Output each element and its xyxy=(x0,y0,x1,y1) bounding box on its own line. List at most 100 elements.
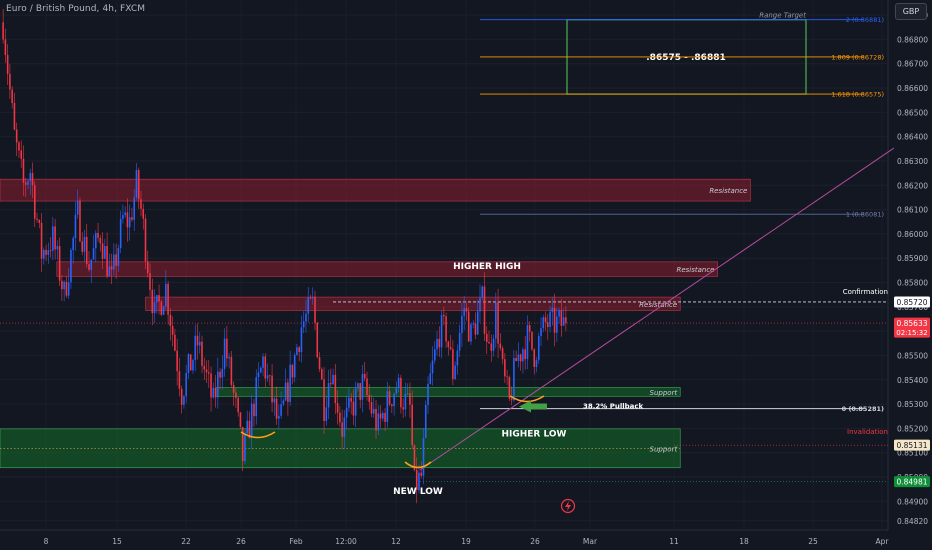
currency-button[interactable]: GBP xyxy=(895,3,927,20)
candle-body xyxy=(372,408,375,414)
candle-body xyxy=(465,308,468,312)
zone-label: Resistance xyxy=(639,301,677,309)
y-tick-label: 0.84900 xyxy=(897,497,928,506)
candle-body xyxy=(427,383,429,405)
candle-body xyxy=(513,358,515,401)
fib-level-label: 2 (0.86881) xyxy=(846,16,884,24)
candle-body xyxy=(526,325,529,360)
candle-body xyxy=(99,237,102,244)
candle-body xyxy=(463,308,465,316)
candle-body xyxy=(207,372,210,374)
invalidation-label: Invalidation xyxy=(847,428,888,436)
candle-body xyxy=(556,316,558,333)
candle-body xyxy=(504,359,506,377)
candle-body xyxy=(210,373,212,398)
x-tick-label: 11 xyxy=(669,537,679,546)
candle-body xyxy=(250,403,253,439)
candle-body xyxy=(391,404,393,407)
range-target-value: .86575 - .86881 xyxy=(646,53,725,63)
candle-body xyxy=(332,374,334,385)
candle-body xyxy=(443,314,445,317)
candle-body xyxy=(445,316,447,342)
price-axis-label-bg xyxy=(894,317,930,338)
x-tick-label: Mar xyxy=(583,537,598,546)
y-tick-label: 0.86100 xyxy=(897,206,928,215)
candle-body xyxy=(551,307,554,312)
y-tick-label: 0.86000 xyxy=(897,230,928,239)
candle-body xyxy=(18,142,20,151)
candle-body xyxy=(510,398,513,401)
price-axis-label: 0.85720 xyxy=(896,298,927,307)
candle-body xyxy=(284,382,287,401)
candle-body xyxy=(135,170,138,198)
candle-body xyxy=(492,338,495,351)
candle-body xyxy=(431,360,434,374)
candle-body xyxy=(151,289,154,314)
candle-body xyxy=(117,248,120,266)
candle-body xyxy=(15,129,18,143)
candle-body xyxy=(70,250,72,283)
candle-body xyxy=(196,335,199,346)
candle-body xyxy=(90,259,93,270)
candle-body xyxy=(449,347,452,350)
candle-body xyxy=(438,338,441,348)
resistance-zone[interactable] xyxy=(0,178,751,202)
candle-body xyxy=(352,401,355,416)
candle-body xyxy=(52,226,54,251)
candle-body xyxy=(508,377,511,399)
candle-body xyxy=(336,403,339,413)
x-tick-label: 26 xyxy=(530,537,540,546)
candle-body xyxy=(110,266,113,270)
lightning-icon[interactable] xyxy=(560,498,576,514)
candle-body xyxy=(330,383,332,385)
y-tick-label: 0.86600 xyxy=(897,84,928,93)
candle-body xyxy=(113,254,115,270)
candle-body xyxy=(58,246,61,281)
symbol-title[interactable]: Euro / British Pound, 4h, FXCM xyxy=(6,4,146,14)
candle-body xyxy=(88,264,90,270)
x-tick-label: 26 xyxy=(236,537,246,546)
candle-body xyxy=(217,371,219,398)
candle-body xyxy=(253,403,255,417)
higher-high-label: HIGHER HIGH xyxy=(453,262,521,272)
y-tick-label: 0.85900 xyxy=(897,254,928,263)
candle-body xyxy=(9,73,11,90)
candle-body xyxy=(79,200,81,242)
resistance-zone[interactable] xyxy=(145,296,681,311)
trend-line[interactable] xyxy=(419,147,895,471)
candle-body xyxy=(409,393,411,405)
candle-body xyxy=(275,398,278,419)
resistance-zone[interactable] xyxy=(56,261,718,277)
y-tick-label: 0.85100 xyxy=(897,449,928,458)
candle-body xyxy=(553,307,556,333)
y-tick-label: 0.86200 xyxy=(897,181,928,190)
candle-body xyxy=(248,420,251,439)
candle-body xyxy=(350,397,352,402)
price-axis-label-bg xyxy=(894,296,930,308)
candle-body xyxy=(85,236,88,265)
candle-body xyxy=(305,313,307,322)
candle-body xyxy=(262,356,264,368)
candle-body xyxy=(119,218,122,249)
candle-body xyxy=(467,311,470,342)
candle-body xyxy=(424,404,427,439)
candle-body xyxy=(72,238,74,251)
price-axis-label: 0.85131 xyxy=(896,441,927,450)
candle-body xyxy=(488,341,490,344)
x-tick-label: 15 xyxy=(112,537,122,546)
candle-body xyxy=(2,22,4,40)
candle-body xyxy=(162,306,165,315)
candle-body xyxy=(230,356,233,385)
candle-body xyxy=(128,217,131,228)
candle-body xyxy=(223,338,226,369)
candle-body xyxy=(101,243,104,259)
countdown-label: 02:15:32 xyxy=(896,329,927,337)
candle-body xyxy=(104,246,106,259)
price-axis-label-bg xyxy=(894,476,930,488)
candle-body xyxy=(289,364,291,402)
candle-body xyxy=(29,173,32,182)
candle-body xyxy=(296,347,298,355)
candle-body xyxy=(302,321,305,328)
candle-body xyxy=(499,343,502,349)
